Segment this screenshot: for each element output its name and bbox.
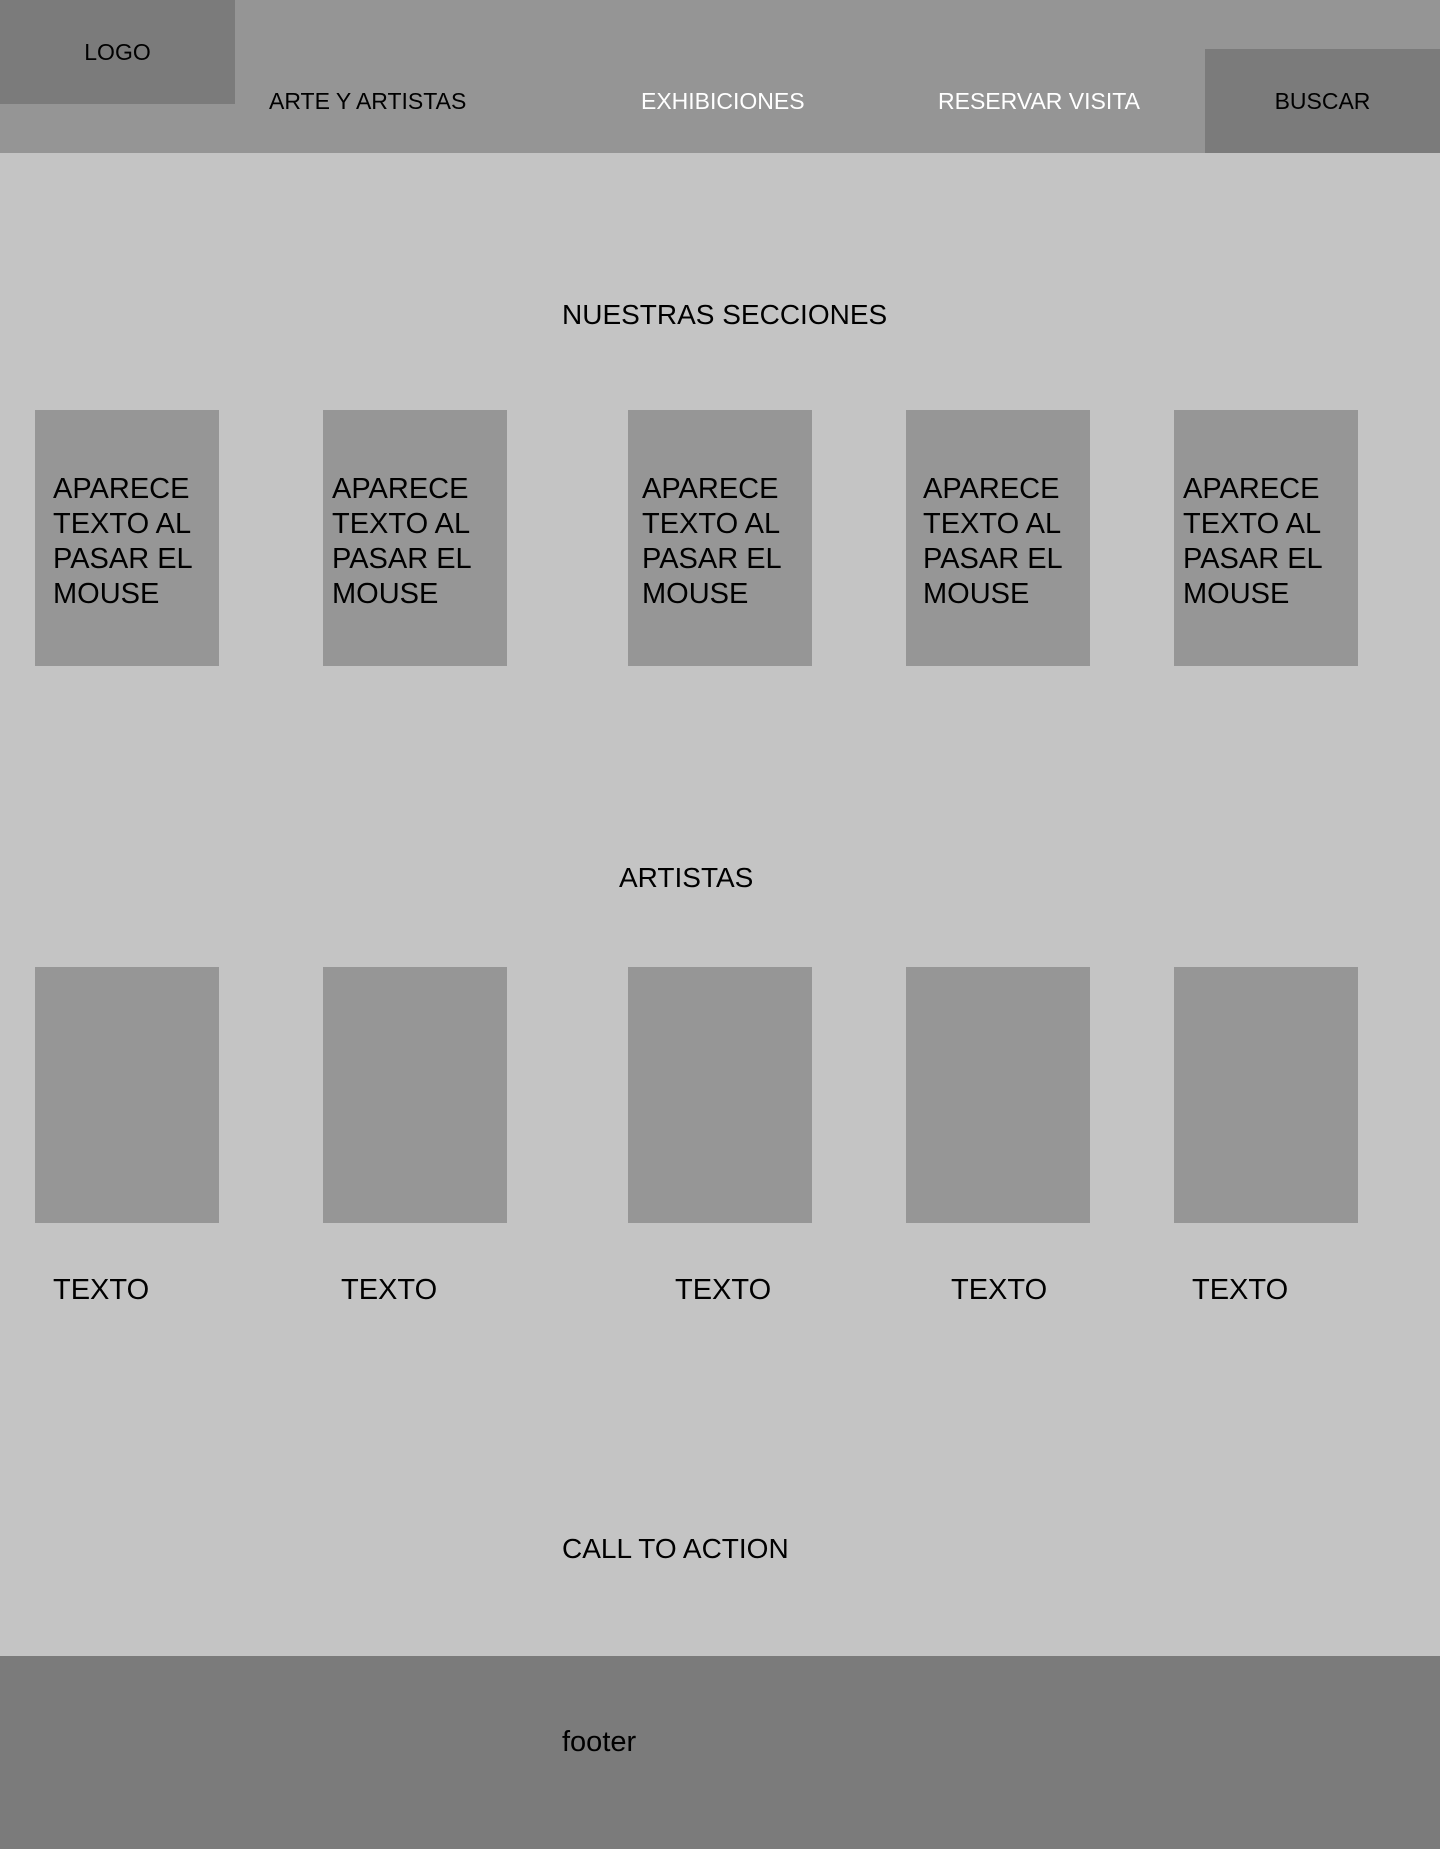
section-card-2[interactable]: APARECE TEXTO AL PASAR EL MOUSE	[323, 410, 507, 666]
artist-label-3: TEXTO	[675, 1274, 772, 1306]
artist-label-1: TEXTO	[53, 1274, 150, 1306]
logo[interactable]: LOGO	[0, 0, 235, 104]
section-card-4[interactable]: APARECE TEXTO AL PASAR EL MOUSE	[906, 410, 1090, 666]
logo-label: LOGO	[84, 38, 151, 65]
section-card-3[interactable]: APARECE TEXTO AL PASAR EL MOUSE	[628, 410, 812, 666]
nav-exhibiciones[interactable]: EXHIBICIONES	[641, 88, 805, 114]
artist-label-2: TEXTO	[341, 1274, 438, 1306]
section-card-text: APARECE TEXTO AL PASAR EL MOUSE	[332, 473, 471, 610]
section-card-text: APARECE TEXTO AL PASAR EL MOUSE	[1183, 473, 1322, 610]
artistas-title: ARTISTAS	[619, 862, 754, 893]
site-footer: footer	[0, 1656, 1440, 1849]
nav-arte-y-artistas[interactable]: ARTE Y ARTISTAS	[269, 88, 467, 114]
artist-image-1[interactable]	[35, 967, 219, 1223]
artist-label-4: TEXTO	[951, 1274, 1048, 1306]
artist-image-3[interactable]	[628, 967, 812, 1223]
call-to-action[interactable]: CALL TO ACTION	[562, 1533, 789, 1564]
secciones-title: NUESTRAS SECCIONES	[562, 299, 888, 330]
search-label: BUSCAR	[1274, 87, 1371, 114]
section-card-text: APARECE TEXTO AL PASAR EL MOUSE	[53, 473, 192, 610]
section-card-5[interactable]: APARECE TEXTO AL PASAR EL MOUSE	[1174, 410, 1358, 666]
footer-text: footer	[562, 1726, 637, 1758]
nav-reservar-visita[interactable]: RESERVAR VISITA	[938, 88, 1140, 114]
section-card-1[interactable]: APARECE TEXTO AL PASAR EL MOUSE	[35, 410, 219, 666]
artist-label-5: TEXTO	[1192, 1274, 1289, 1306]
artist-image-2[interactable]	[323, 967, 507, 1223]
artist-image-4[interactable]	[906, 967, 1090, 1223]
section-card-text: APARECE TEXTO AL PASAR EL MOUSE	[642, 473, 781, 610]
search-button[interactable]: BUSCAR	[1205, 49, 1440, 153]
site-header: LOGO ARTE Y ARTISTAS EXHIBICIONES RESERV…	[0, 0, 1440, 153]
section-card-text: APARECE TEXTO AL PASAR EL MOUSE	[923, 473, 1062, 610]
artist-image-5[interactable]	[1174, 967, 1358, 1223]
